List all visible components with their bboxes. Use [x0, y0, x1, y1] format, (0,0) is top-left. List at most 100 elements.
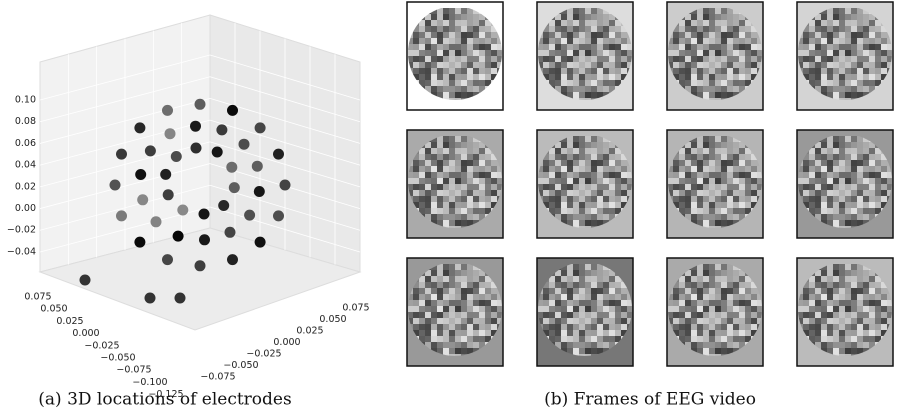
- pixel: [443, 288, 449, 294]
- pixel: [591, 44, 597, 50]
- pixel: [479, 20, 485, 26]
- pixel: [697, 184, 703, 190]
- pixel: [827, 312, 833, 318]
- pixel: [437, 74, 443, 80]
- pixel: [567, 8, 573, 14]
- pixel: [609, 14, 615, 20]
- pixel: [809, 312, 815, 318]
- pixel: [621, 32, 627, 38]
- pixel: [621, 294, 627, 300]
- pixel: [573, 68, 579, 74]
- pixel: [803, 324, 809, 330]
- pixel: [413, 330, 419, 336]
- pixel: [555, 50, 561, 56]
- pixel: [627, 306, 632, 312]
- pixel: [561, 86, 567, 92]
- pixel: [691, 154, 697, 160]
- pixel: [479, 306, 485, 312]
- pixel: [591, 178, 597, 184]
- pixel: [567, 214, 573, 220]
- pixel: [803, 306, 809, 312]
- pixel: [875, 154, 881, 160]
- pixel: [839, 172, 845, 178]
- pixel: [857, 294, 863, 300]
- pixel: [839, 136, 845, 142]
- pixel: [573, 318, 579, 324]
- pixel: [727, 62, 733, 68]
- pixel: [591, 74, 597, 80]
- pixel: [461, 288, 467, 294]
- pixel: [621, 160, 627, 166]
- pixel: [715, 202, 721, 208]
- pixel: [697, 8, 703, 14]
- pixel: [845, 288, 851, 294]
- pixel: [715, 14, 721, 20]
- pixel: [715, 196, 721, 202]
- pixel: [461, 136, 467, 142]
- pixel: [455, 202, 461, 208]
- pixel: [833, 178, 839, 184]
- pixel: [431, 282, 437, 288]
- pixel: [561, 300, 567, 306]
- pixel: [567, 312, 573, 318]
- pixel: [821, 32, 827, 38]
- electrode: [227, 254, 238, 266]
- pixel: [549, 282, 555, 288]
- pixel: [715, 172, 721, 178]
- pixel: [431, 184, 437, 190]
- pixel: [685, 178, 691, 184]
- pixel: [573, 8, 579, 14]
- pixel: [673, 282, 679, 288]
- pixel: [863, 62, 869, 68]
- pixel: [455, 92, 461, 98]
- pixel: [603, 68, 609, 74]
- pixel: [555, 318, 561, 324]
- pixel: [437, 288, 443, 294]
- pixel: [419, 62, 425, 68]
- pixel: [809, 324, 815, 330]
- pixel: [561, 62, 567, 68]
- pixel: [591, 136, 597, 142]
- pixel: [739, 312, 745, 318]
- pixel: [673, 74, 679, 80]
- pixel: [431, 32, 437, 38]
- pixel: [685, 154, 691, 160]
- pixel: [875, 184, 881, 190]
- pixel: [597, 142, 603, 148]
- pixel: [721, 38, 727, 44]
- pixel: [609, 160, 615, 166]
- pixel: [887, 50, 892, 56]
- pixel: [863, 74, 869, 80]
- pixel: [709, 184, 715, 190]
- pixel: [437, 166, 443, 172]
- pixel: [857, 282, 863, 288]
- pixel: [881, 166, 887, 172]
- pixel: [437, 264, 443, 270]
- pixel: [467, 14, 473, 20]
- pixel: [727, 264, 733, 270]
- pixel: [827, 348, 833, 354]
- electrode: [190, 142, 202, 154]
- pixel: [721, 148, 727, 154]
- pixel: [443, 44, 449, 50]
- pixel: [827, 202, 833, 208]
- pixel: [419, 68, 425, 74]
- pixel: [555, 62, 561, 68]
- pixel: [621, 306, 627, 312]
- pixel: [573, 38, 579, 44]
- pixel: [839, 154, 845, 160]
- pixel: [561, 14, 567, 20]
- pixel: [479, 68, 485, 74]
- pixel: [449, 202, 455, 208]
- pixel: [549, 312, 555, 318]
- pixel: [491, 300, 497, 306]
- pixel: [549, 208, 555, 214]
- pixel: [715, 8, 721, 14]
- pixel: [709, 56, 715, 62]
- pixel: [827, 26, 833, 32]
- pixel: [543, 294, 549, 300]
- pixel: [467, 294, 473, 300]
- pixel: [425, 178, 431, 184]
- pixel: [485, 154, 491, 160]
